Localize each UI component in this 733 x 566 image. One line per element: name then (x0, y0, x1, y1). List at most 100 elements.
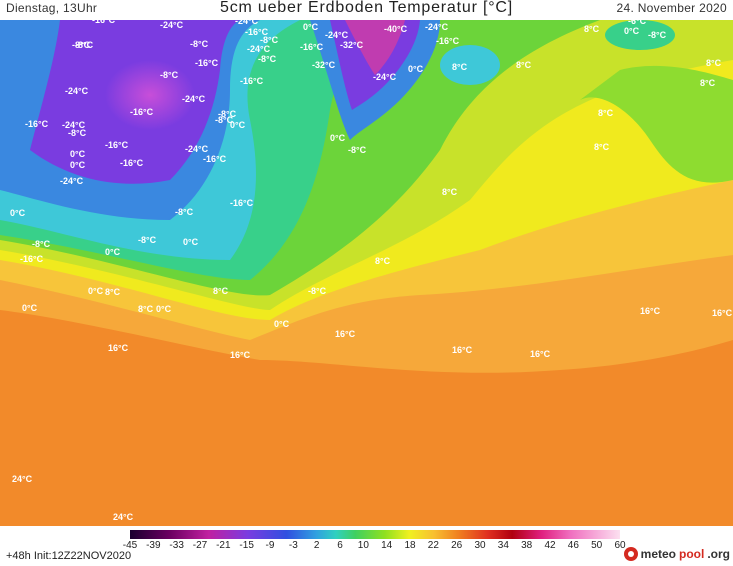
temperature-label: -24°C (60, 176, 84, 186)
temperature-label: 24°C (12, 474, 33, 484)
colorbar-tick: 6 (337, 540, 343, 551)
temperature-label: 8°C (213, 286, 229, 296)
temperature-label: 0°C (22, 303, 38, 313)
colorbar-tick: 18 (404, 540, 416, 551)
temperature-label: 8°C (516, 60, 532, 70)
temperature-label: -24°C (247, 44, 271, 54)
temperature-label: 16°C (640, 306, 661, 316)
colorbar-tick: 30 (474, 540, 486, 551)
temperature-label: -24°C (325, 30, 349, 40)
colorbar-gradient (130, 530, 620, 539)
temperature-label: -8°C (348, 145, 367, 155)
temperature-label: -8°C (138, 235, 157, 245)
temperature-label: -16°C (195, 58, 219, 68)
temperature-label: -40°C (384, 24, 408, 34)
temperature-label: -16°C (300, 42, 324, 52)
forecast-time: Dienstag, 13Uhr (6, 1, 98, 15)
colorbar-tick: 26 (451, 540, 463, 551)
temperature-label: -24°C (235, 20, 259, 26)
temperature-label: -24°C (425, 22, 449, 32)
temperature-label: 0°C (10, 208, 26, 218)
colorbar-tick: 50 (591, 540, 603, 551)
temperature-label: -16°C (230, 198, 254, 208)
temperature-label: 0°C (274, 319, 290, 329)
temperature-label: -24°C (373, 72, 397, 82)
colorbar-tick: -27 (192, 540, 208, 551)
magenta-core (105, 60, 195, 130)
colorbar-tick: -3 (288, 540, 298, 551)
temperature-label: -24°C (182, 94, 206, 104)
colorbar-tick: 42 (544, 540, 556, 551)
colorbar-tick: -15 (239, 540, 254, 551)
temperature-label: -8°C (260, 35, 279, 45)
temperature-label: -16°C (92, 20, 116, 25)
temperature-label: -6°C (628, 20, 647, 26)
temperature-label: 16°C (712, 308, 733, 318)
temperature-label: 8°C (452, 62, 468, 72)
temperature-label: 8°C (700, 78, 716, 88)
temperature-label: -24°C (62, 120, 86, 130)
brand: meteo pool .org (623, 547, 730, 561)
temperature-label: -16°C (105, 140, 129, 150)
temperature-label: 0°C (330, 133, 346, 143)
colorbar-tick: 22 (427, 540, 439, 551)
temperature-label: -8°C (72, 40, 91, 50)
brand-c: .org (707, 547, 730, 561)
temperature-label: -8°C (175, 207, 194, 217)
temperature-label: 16°C (230, 350, 251, 360)
colorbar-tick: -45 (122, 540, 138, 551)
temperature-label: -16°C (240, 76, 264, 86)
map-labels: -16°C-8°C-24°C -24°C-16°C-8°C-24°C-8°C0°C… (10, 20, 733, 522)
temperature-label: -16°C (130, 107, 154, 117)
temperature-label: 8°C (598, 108, 614, 118)
temperature-label: -24°C (65, 86, 89, 96)
forecast-date: 24. November 2020 (616, 1, 727, 15)
europe-land (580, 65, 733, 183)
colorbar-tick: 14 (381, 540, 393, 551)
temperature-label: 8°C (105, 287, 121, 297)
temperature-label: -8°C (190, 39, 209, 49)
temperature-label: 0°C (70, 160, 86, 170)
meteopool-logo-icon (623, 547, 638, 561)
temperature-label: -16°C (436, 36, 460, 46)
temperature-label: 0°C (183, 237, 199, 247)
cyan-patch-far-ne (605, 20, 675, 50)
temperature-label: -8°C (68, 128, 87, 138)
temperature-label: -16°C (20, 254, 44, 264)
temperature-label: 0°C (70, 149, 86, 159)
temperature-label: -16°C (25, 119, 49, 129)
temperature-label: 8°C (138, 304, 154, 314)
temperature-label: -8°C (75, 40, 94, 50)
temperature-label: 0°C (408, 64, 424, 74)
temperature-label: -8°C (215, 115, 234, 125)
colorbar-tick: 46 (567, 540, 579, 551)
temperature-label: -32°C (312, 60, 336, 70)
colorbar-tick: -21 (216, 540, 231, 551)
colorbar-tick: 34 (497, 540, 509, 551)
temperature-label: -32°C (340, 40, 364, 50)
temperature-label: -24°C (185, 144, 209, 154)
brand-a: meteo (640, 547, 676, 561)
temperature-label: 8°C (594, 142, 610, 152)
colorbar-tick: 10 (357, 540, 369, 551)
temperature-label: 8°C (442, 187, 458, 197)
temperature-label: 8°C (584, 24, 600, 34)
colorbar-tick: 2 (313, 540, 320, 551)
temperature-label: -8°C (160, 70, 179, 80)
colorbar (130, 530, 620, 539)
temperature-label: -8°C (258, 54, 277, 64)
temperature-label: 0°C (105, 247, 121, 257)
temperature-label: 8°C (706, 58, 722, 68)
temperature-label: 0°C (156, 304, 172, 314)
colorbar-tick: -39 (146, 540, 161, 551)
header: Dienstag, 13Uhr 5cm ueber Erdboden Tempe… (0, 0, 733, 20)
temperature-label: 16°C (452, 345, 473, 355)
temperature-label: -8°C (648, 30, 667, 40)
temperature-label: 16°C (108, 343, 129, 353)
run-info: +48h Init:12Z22NOV2020 (6, 550, 132, 562)
temperature-label: -8°C (308, 286, 327, 296)
colorbar-tick: -33 (169, 540, 184, 551)
temperature-label: 16°C (530, 349, 551, 359)
colorbar-tick: 38 (521, 540, 533, 551)
colorbar-tick: 60 (614, 540, 626, 551)
